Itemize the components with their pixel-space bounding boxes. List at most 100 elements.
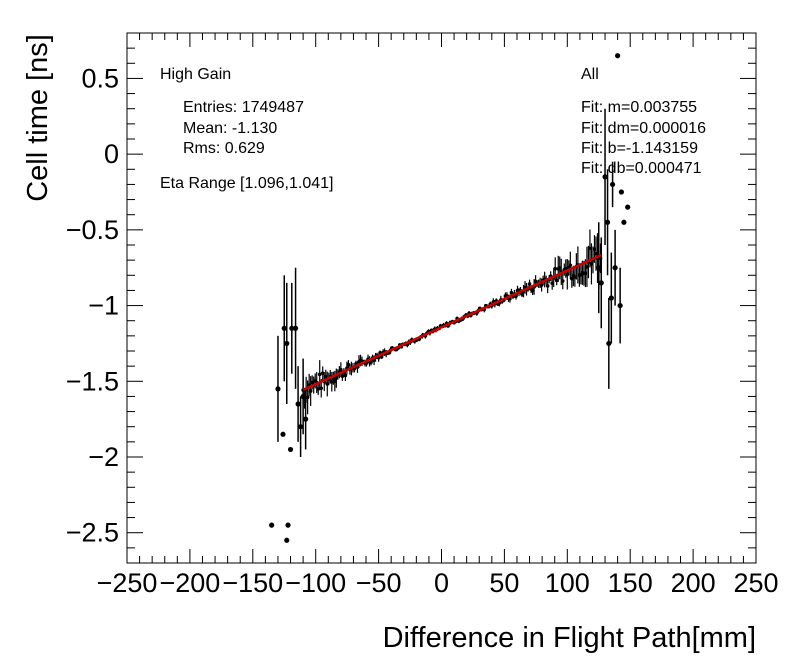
outlier-point: [606, 340, 612, 347]
stats-eta-range: Eta Range [1.096,1.041]: [160, 175, 333, 192]
x-tick-label: 0: [434, 568, 449, 598]
data-point: [317, 372, 322, 377]
outlier-point: [604, 219, 611, 225]
data-point: [520, 292, 524, 296]
fit-title: All: [581, 66, 599, 83]
outlier-point: [617, 302, 623, 309]
data-point: [594, 251, 598, 256]
outlier-point: [287, 446, 294, 453]
outlier-point: [269, 522, 275, 528]
data-point: [343, 373, 348, 378]
outlier-point: [284, 340, 290, 347]
data-point: [334, 376, 339, 380]
outlier-point: [608, 295, 614, 301]
stats-rms: Rms: 0.629: [183, 140, 265, 157]
x-tick-label: 150: [608, 568, 653, 598]
fit-b: Fit: b=-1.143159: [581, 140, 698, 157]
data-point: [583, 271, 588, 275]
fit-line: [302, 253, 602, 391]
y-tick-labels: 0.5 0 −0.5 −1 −1.5 −2 −2.5: [66, 63, 119, 547]
data-point: [305, 395, 310, 400]
y-tick-label: −1: [88, 291, 119, 321]
axis-ticks: [126, 32, 757, 564]
outlier-point: [618, 189, 624, 195]
data-point: [557, 266, 562, 270]
outlier-point: [280, 431, 286, 437]
data-point: [369, 360, 373, 365]
x-tick-label: −50: [356, 568, 402, 598]
data-point: [550, 281, 555, 285]
outlier-points: [269, 53, 631, 543]
outlier-point: [292, 325, 299, 331]
y-axis-title: Cell time [ns]: [22, 34, 54, 202]
fit-dm: Fit: dm=0.000016: [581, 120, 706, 137]
data-point: [308, 389, 313, 393]
data-point: [325, 382, 330, 386]
y-tick-label: −1.5: [66, 366, 119, 396]
y-tick-label: 0.5: [81, 63, 119, 93]
data-point: [319, 386, 324, 391]
outlier-point: [281, 325, 287, 331]
data-point: [588, 246, 592, 251]
outlier-point: [625, 204, 631, 210]
outlier-point: [298, 424, 304, 430]
data-point: [560, 279, 565, 283]
fit-db: Fit: db=0.000471: [581, 160, 702, 177]
stats-title: High Gain: [160, 66, 231, 83]
outlier-point: [300, 393, 306, 400]
outlier-point: [602, 174, 608, 180]
outlier-point: [284, 537, 290, 543]
x-tick-labels: −250 −200 −150 −100 −50 0 50 100 150 200 250: [97, 568, 779, 598]
data-point: [589, 262, 594, 266]
data-point: [310, 380, 314, 385]
stats-mean: Mean: -1.130: [183, 120, 277, 137]
data-point: [553, 266, 558, 271]
data-point: [585, 265, 589, 269]
y-tick-label: −0.5: [66, 215, 119, 245]
x-tick-label: −250: [97, 568, 158, 598]
data-point: [509, 290, 514, 295]
data-point: [570, 276, 574, 281]
stats-entries: Entries: 1749487: [183, 99, 304, 116]
x-tick-label: 250: [733, 568, 778, 598]
x-tick-label: 50: [489, 568, 519, 598]
data-point: [568, 263, 573, 268]
data-point: [346, 362, 351, 367]
data-point: [592, 247, 597, 251]
y-tick-label: 0: [104, 139, 119, 169]
y-tick-label: −2.5: [66, 518, 119, 548]
data-point: [320, 371, 325, 375]
x-tick-label: −100: [285, 568, 346, 598]
x-tick-label: 100: [545, 568, 590, 598]
outlier-point: [275, 386, 281, 392]
data-point: [539, 283, 544, 287]
data-point: [573, 275, 577, 279]
x-tick-label: −150: [222, 568, 283, 598]
x-tick-label: −200: [159, 568, 220, 598]
x-tick-label: 200: [671, 568, 716, 598]
outlier-point: [598, 280, 604, 286]
outlier-point: [596, 265, 602, 271]
data-point: [527, 282, 532, 286]
outlier-point: [295, 401, 301, 407]
fit-m: Fit: m=0.003755: [581, 99, 697, 116]
y-tick-label: −2: [88, 442, 119, 472]
data-point: [545, 284, 550, 288]
data-point: [339, 367, 343, 372]
outlier-point: [612, 265, 618, 271]
data-point: [333, 379, 337, 383]
data-point: [323, 375, 328, 379]
data-point: [565, 272, 570, 277]
data-point: [316, 387, 321, 391]
outlier-point: [621, 219, 627, 225]
x-axis-title: Difference in Flight Path[mm]: [383, 622, 756, 654]
data-point: [554, 278, 559, 283]
data-point: [340, 374, 345, 379]
outlier-point: [303, 416, 309, 422]
outlier-point: [285, 522, 291, 528]
outlier-point: [609, 181, 616, 188]
data-point: [330, 379, 334, 384]
data-point: [530, 288, 535, 293]
outlier-point: [615, 53, 621, 59]
